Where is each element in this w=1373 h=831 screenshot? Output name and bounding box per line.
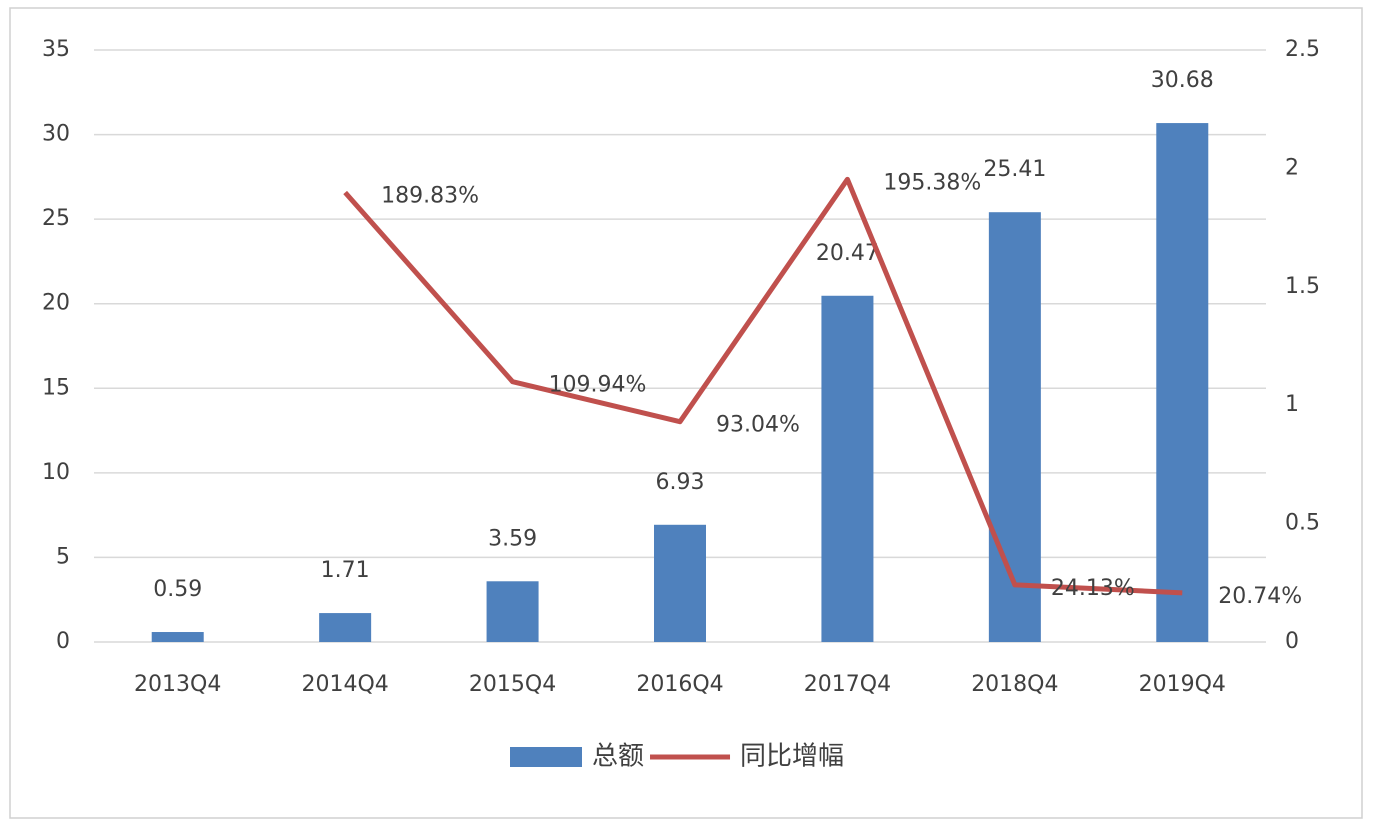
data-label: 20.74% (1218, 584, 1302, 609)
y-tick-label: 10 (42, 460, 70, 485)
bar (821, 295, 874, 642)
y2-tick-label: 0.5 (1285, 511, 1320, 536)
y-tick-label: 5 (56, 544, 70, 569)
data-label: 93.04% (716, 413, 800, 438)
y-tick-label: 30 (42, 122, 70, 147)
x-tick-label: 2015Q4 (469, 672, 556, 697)
data-label: 25.41 (983, 157, 1046, 182)
x-tick-label: 2016Q4 (636, 672, 723, 697)
data-label: 195.38% (883, 170, 981, 195)
data-label: 30.68 (1151, 68, 1214, 93)
data-label: 189.83% (381, 183, 479, 208)
x-tick-label: 2017Q4 (804, 672, 891, 697)
y-tick-label: 15 (42, 375, 70, 400)
y-tick-label: 0 (56, 629, 70, 654)
y2-tick-label: 1 (1285, 392, 1299, 417)
y2-tick-label: 0 (1285, 629, 1299, 654)
data-label: 3.59 (488, 526, 537, 551)
y2-tick-label: 2 (1285, 155, 1299, 180)
legend-label: 总额 (592, 742, 644, 772)
legend-swatch (510, 747, 582, 767)
bar (988, 212, 1041, 642)
data-label: 109.94% (549, 373, 647, 398)
data-label: 1.71 (321, 558, 370, 583)
y2-tick-label: 1.5 (1285, 274, 1320, 299)
bar (486, 581, 539, 642)
data-label: 0.59 (153, 577, 202, 602)
y2-tick-label: 2.5 (1285, 37, 1320, 62)
x-tick-label: 2013Q4 (134, 672, 221, 697)
bar (319, 613, 372, 642)
y-tick-label: 25 (42, 206, 70, 231)
data-label: 6.93 (656, 470, 705, 495)
data-label: 20.47 (816, 241, 879, 266)
y-tick-label: 20 (42, 291, 70, 316)
bar (1156, 123, 1209, 643)
x-tick-label: 2014Q4 (301, 672, 388, 697)
line (343, 176, 1183, 596)
bar (654, 524, 706, 642)
x-tick-label: 2018Q4 (971, 672, 1058, 697)
x-tick-label: 2019Q4 (1139, 672, 1226, 697)
y-tick-label: 35 (42, 37, 70, 62)
legend-label: 同比增幅 (740, 742, 844, 772)
data-label: 24.13% (1051, 576, 1135, 601)
bar (151, 632, 204, 642)
